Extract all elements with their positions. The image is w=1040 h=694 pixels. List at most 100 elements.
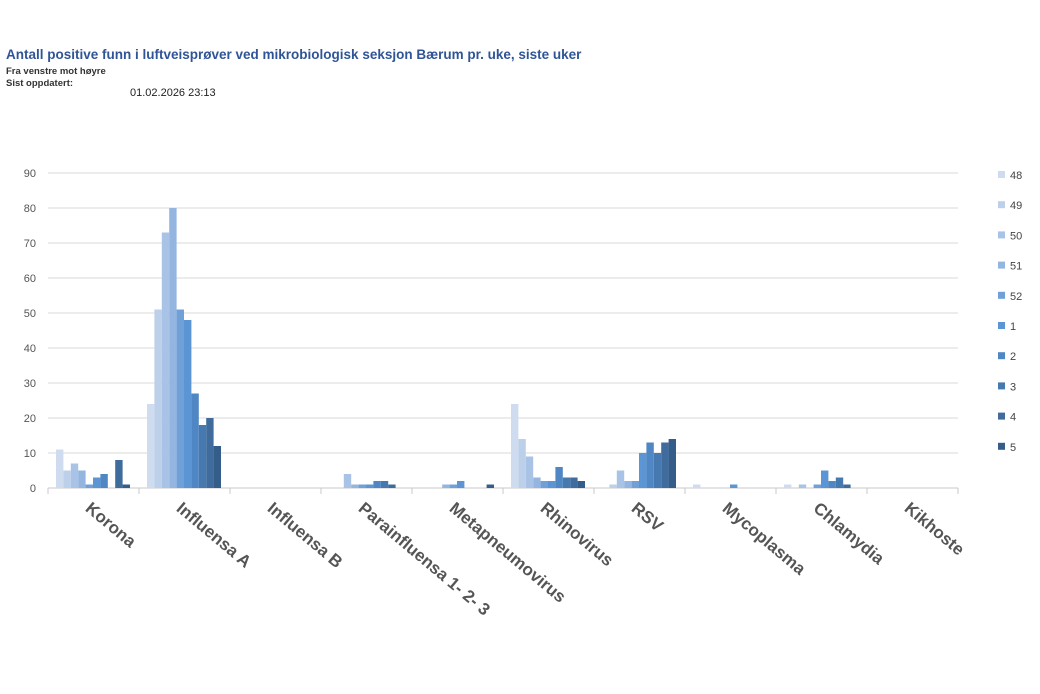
legend-label: 3 (1010, 381, 1016, 393)
bar (93, 477, 101, 488)
x-tick-label: Korona (82, 499, 140, 552)
bar (533, 477, 541, 488)
bar (653, 453, 662, 488)
bar (835, 477, 844, 488)
legend-label: 1 (1010, 321, 1016, 333)
bar (100, 474, 108, 488)
bar (206, 418, 214, 488)
bar (668, 439, 676, 488)
bar (147, 404, 155, 488)
bar (115, 460, 123, 488)
legend-swatch (998, 261, 1005, 269)
y-tick-label: 10 (24, 448, 36, 460)
x-tick-label: Mycoplasma (719, 499, 810, 579)
legend-swatch (998, 322, 1005, 329)
y-tick-label: 80 (24, 203, 36, 215)
legend-swatch (998, 291, 1005, 299)
bar (570, 477, 578, 488)
bar (198, 425, 207, 488)
bar (161, 232, 170, 488)
bar (373, 481, 381, 488)
bar (821, 470, 829, 488)
legend-label: 51 (1010, 261, 1022, 273)
x-tick-label: RSV (628, 499, 667, 536)
y-tick-label: 0 (30, 483, 36, 495)
bar (616, 470, 625, 488)
bar (624, 481, 632, 488)
legend-swatch (998, 382, 1005, 390)
bar (358, 484, 366, 488)
bar (646, 442, 654, 488)
bar (85, 484, 93, 488)
bar (184, 320, 192, 488)
bar (661, 442, 669, 488)
bar (380, 481, 389, 488)
bar (457, 481, 465, 488)
bar (540, 481, 548, 488)
legend-label: 4 (1010, 412, 1016, 424)
bar (388, 484, 396, 488)
bar (730, 484, 738, 488)
bar (548, 481, 556, 488)
bar (828, 481, 836, 488)
y-tick-label: 70 (24, 238, 36, 250)
bar (63, 470, 71, 488)
x-tick-label: Influensa B (264, 499, 346, 572)
x-tick-label: Chlamydia (810, 499, 888, 569)
bar (798, 484, 807, 488)
bar (154, 309, 162, 488)
x-tick-label: Kikhoste (901, 499, 968, 560)
bar (525, 456, 534, 488)
bar (343, 474, 352, 488)
bar (693, 484, 701, 488)
legend-swatch (998, 231, 1005, 239)
updated-value: 01.02.2026 23:13 (130, 87, 216, 99)
legend-swatch (998, 442, 1005, 450)
legend-label: 48 (1010, 170, 1022, 182)
y-tick-label: 20 (24, 413, 36, 425)
bar (122, 484, 130, 488)
bar (562, 477, 571, 488)
bar (813, 484, 821, 488)
legend-label: 49 (1010, 200, 1022, 212)
bar (169, 208, 177, 488)
y-tick-label: 60 (24, 273, 36, 285)
bar (78, 470, 86, 488)
bar (518, 439, 526, 488)
bar (191, 393, 199, 488)
legend-swatch (998, 412, 1005, 420)
bar (609, 484, 617, 488)
bar (366, 484, 374, 488)
bar (486, 484, 494, 488)
y-tick-label: 30 (24, 378, 36, 390)
y-tick-label: 50 (24, 308, 36, 320)
x-tick-label: Influensa A (173, 499, 255, 572)
y-tick-label: 90 (24, 168, 36, 180)
legend-swatch (998, 201, 1005, 209)
bar (70, 463, 79, 488)
bar (176, 309, 184, 488)
bar (631, 481, 639, 488)
legend-label: 52 (1010, 291, 1022, 303)
bar (843, 484, 851, 488)
updated-label: Sist oppdatert: (6, 78, 74, 89)
bar (213, 446, 221, 488)
legend-label: 2 (1010, 351, 1016, 363)
bar (639, 453, 647, 488)
bar (56, 449, 64, 488)
subtitle: Fra venstre mot høyre (6, 66, 106, 77)
bar (442, 484, 450, 488)
legend-label: 50 (1010, 230, 1022, 242)
bar (511, 404, 519, 488)
y-tick-label: 40 (24, 343, 36, 355)
legend-label: 5 (1010, 442, 1016, 454)
legend-swatch (998, 352, 1005, 360)
bar (784, 484, 792, 488)
bar (555, 467, 563, 488)
bar (351, 484, 359, 488)
bar (449, 484, 457, 488)
x-tick-label: Rhinovirus (537, 499, 617, 571)
page-title: Antall positive funn i luftveisprøver ve… (6, 47, 582, 62)
